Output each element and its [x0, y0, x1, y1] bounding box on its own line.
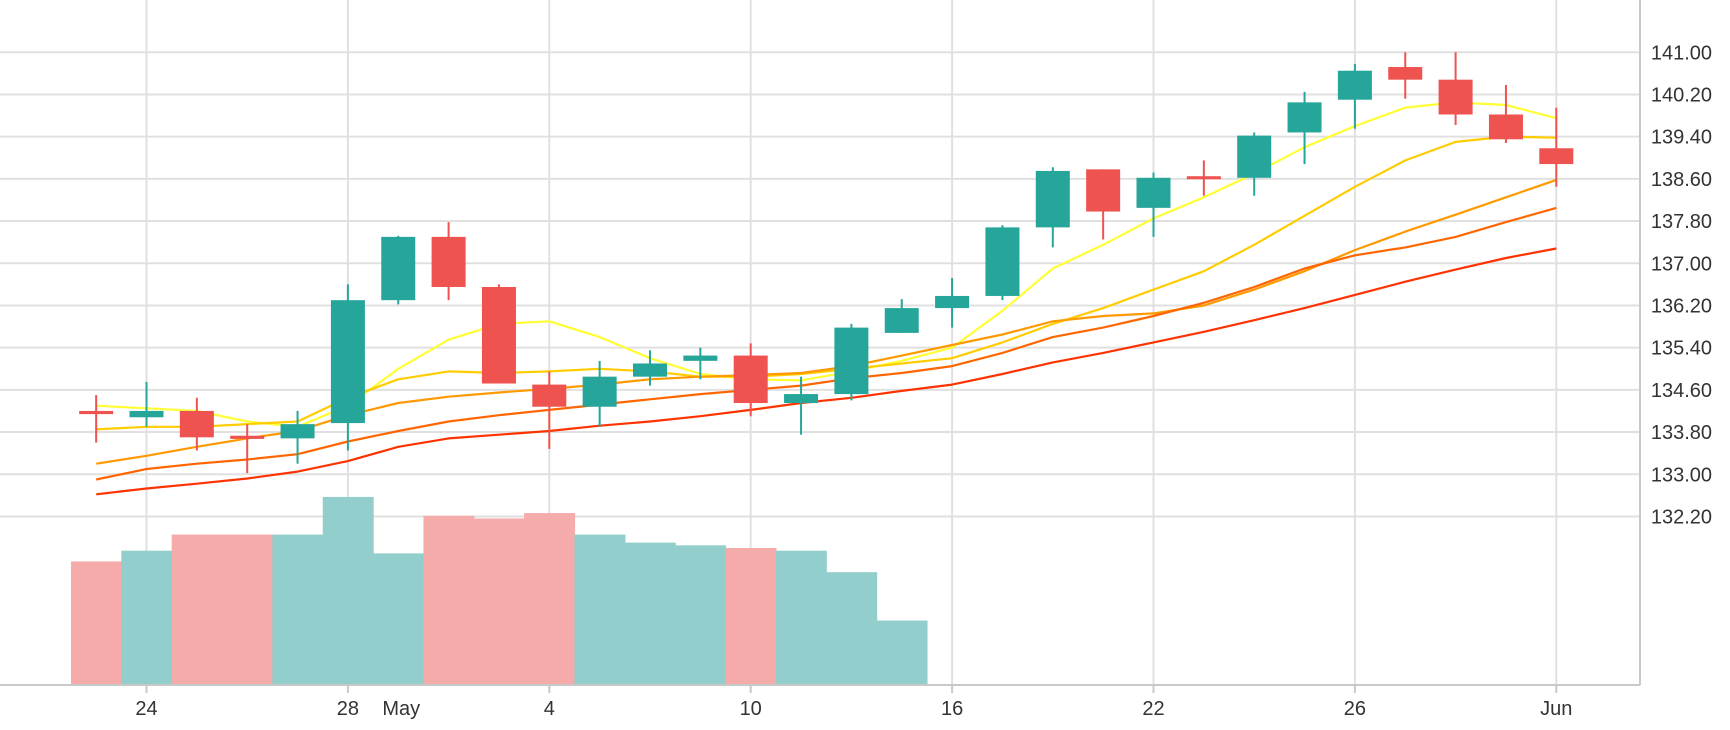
y-tick-label: 136.20 [1651, 295, 1712, 317]
candle-body [1438, 79, 1473, 115]
x-tick-label: Jun [1540, 698, 1572, 720]
x-tick-label: 26 [1344, 698, 1366, 720]
candle-body [532, 384, 567, 407]
volume-bar [675, 545, 727, 685]
moving-average-line [96, 101, 1557, 428]
candle-body [935, 295, 970, 309]
volume-bar [473, 518, 525, 685]
x-tick-label: 22 [1142, 698, 1164, 720]
y-tick-label: 132.20 [1651, 506, 1712, 528]
candle-body [381, 236, 416, 301]
volume-bar [876, 620, 928, 685]
volume-bar [725, 548, 777, 685]
candle-body [129, 410, 164, 418]
moving-average-line [96, 135, 1557, 431]
candle-body [79, 410, 114, 415]
moving-average-lines [95, 101, 1557, 496]
volume-bar [826, 572, 878, 685]
y-tick-label: 137.00 [1651, 253, 1712, 275]
volume-bar [272, 534, 324, 685]
tick-labels: 141.00 140.20 139.40 138.60 137.80 137.00 136.… [135, 42, 1712, 720]
candle-body [179, 410, 214, 438]
y-tick-label: 138.60 [1651, 169, 1712, 191]
candle-body [431, 236, 466, 287]
volume-bar [121, 550, 173, 685]
candle-body [834, 327, 869, 395]
candle-body [985, 227, 1020, 296]
y-tick-label: 140.20 [1651, 84, 1712, 106]
x-tick-label: 4 [544, 698, 555, 720]
candle-body [230, 435, 265, 439]
y-tick-label: 141.00 [1651, 42, 1712, 64]
candle-body [1337, 70, 1372, 100]
y-tick-label: 139.40 [1651, 127, 1712, 149]
candle-body [884, 308, 919, 333]
volume-bar [423, 515, 475, 685]
candle-body [481, 286, 516, 384]
x-tick-label: 10 [740, 698, 762, 720]
volume-bar [524, 513, 576, 685]
moving-average-line [96, 178, 1557, 465]
y-tick-label: 133.80 [1651, 422, 1712, 444]
candle-body [330, 300, 365, 424]
candle-body [1086, 169, 1121, 212]
candle-body [1488, 114, 1523, 140]
candle-body [582, 376, 617, 407]
y-tick-label: 133.00 [1651, 464, 1712, 486]
volume-bar [574, 534, 626, 685]
moving-average-line [96, 247, 1557, 496]
candle-body [784, 394, 819, 404]
x-tick-label: 24 [135, 698, 157, 720]
volume-bar [322, 496, 374, 685]
axes [0, 0, 1641, 693]
volume-bar [624, 542, 676, 685]
volume-bar [70, 561, 122, 685]
volume-bar [775, 550, 827, 685]
x-tick-label: 28 [337, 698, 359, 720]
candle-body [1035, 170, 1070, 228]
candle-body [1186, 176, 1221, 180]
candle-body [1136, 177, 1171, 208]
candle-body [280, 424, 315, 439]
x-tick-label: 16 [941, 698, 963, 720]
volume-bars [70, 496, 928, 685]
x-tick-label: May [382, 698, 420, 720]
y-tick-label: 134.60 [1651, 380, 1712, 402]
volume-bar [171, 534, 223, 685]
volume-bar [373, 553, 425, 685]
y-tick-label: 135.40 [1651, 338, 1712, 360]
candle-body [1388, 67, 1423, 80]
candles [79, 52, 1574, 474]
candle-body [1287, 102, 1322, 133]
y-tick-label: 137.80 [1651, 211, 1712, 233]
candle-body [733, 355, 768, 404]
candle-body [683, 355, 718, 361]
candle-body [1237, 135, 1272, 178]
volume-bar [222, 534, 273, 685]
moving-average-line [95, 206, 1557, 481]
candle-body [1539, 148, 1574, 165]
candle-body [633, 363, 667, 377]
